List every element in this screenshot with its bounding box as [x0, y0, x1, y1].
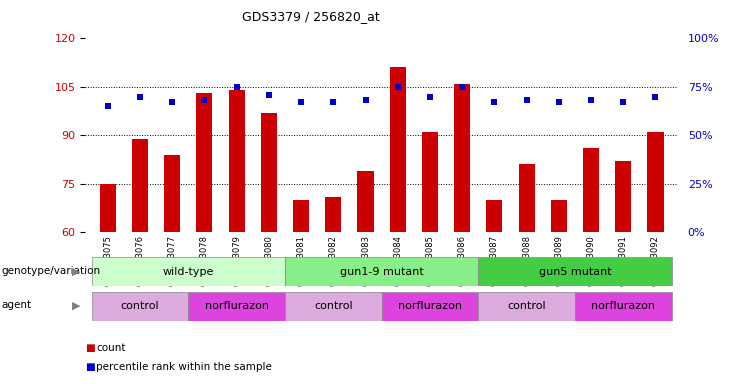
Point	[424, 93, 436, 99]
Bar	[188, 292, 285, 321]
Text: gun5 mutant: gun5 mutant	[539, 266, 611, 277]
Point	[263, 91, 275, 98]
Point	[230, 84, 242, 90]
Point	[456, 84, 468, 90]
Bar	[422, 132, 438, 232]
Point	[166, 99, 178, 106]
Bar	[486, 200, 502, 232]
Text: agent: agent	[1, 300, 32, 310]
Bar	[92, 257, 285, 286]
Text: control: control	[314, 301, 353, 311]
Text: genotype/variation: genotype/variation	[1, 266, 101, 276]
Bar	[132, 139, 148, 232]
Bar	[325, 197, 342, 232]
Bar	[615, 161, 631, 232]
Text: count: count	[96, 343, 126, 353]
Point	[392, 84, 404, 90]
Bar	[519, 164, 535, 232]
Bar	[357, 171, 373, 232]
Text: control: control	[121, 301, 159, 311]
Point	[585, 98, 597, 104]
Bar	[293, 200, 309, 232]
Text: GDS3379 / 256820_at: GDS3379 / 256820_at	[242, 10, 380, 23]
Point	[488, 99, 500, 106]
Bar	[390, 68, 406, 232]
Bar	[583, 148, 599, 232]
Bar	[382, 292, 478, 321]
Text: wild-type: wild-type	[162, 266, 214, 277]
Bar	[285, 292, 382, 321]
Point	[134, 93, 146, 99]
Bar	[648, 132, 663, 232]
Bar	[478, 292, 575, 321]
Text: ■: ■	[85, 343, 95, 353]
Bar	[454, 84, 471, 232]
Bar	[100, 184, 116, 232]
Point	[553, 99, 565, 106]
Point	[295, 99, 307, 106]
Text: percentile rank within the sample: percentile rank within the sample	[96, 362, 272, 372]
Point	[199, 98, 210, 104]
Text: ▶: ▶	[72, 300, 80, 310]
Text: norflurazon: norflurazon	[591, 301, 655, 311]
Bar	[228, 90, 245, 232]
Bar	[165, 155, 180, 232]
Bar	[478, 257, 671, 286]
Text: ■: ■	[85, 362, 95, 372]
Point	[102, 103, 113, 109]
Text: norflurazon: norflurazon	[205, 301, 269, 311]
Text: ▶: ▶	[72, 266, 80, 276]
Point	[650, 93, 662, 99]
Bar	[551, 200, 567, 232]
Bar	[575, 292, 671, 321]
Text: gun1-9 mutant: gun1-9 mutant	[339, 266, 424, 277]
Bar	[196, 93, 213, 232]
Bar	[261, 113, 277, 232]
Text: control: control	[508, 301, 546, 311]
Point	[617, 99, 629, 106]
Bar	[285, 257, 478, 286]
Point	[328, 99, 339, 106]
Point	[359, 98, 371, 104]
Text: norflurazon: norflurazon	[398, 301, 462, 311]
Point	[521, 98, 533, 104]
Bar	[92, 292, 188, 321]
